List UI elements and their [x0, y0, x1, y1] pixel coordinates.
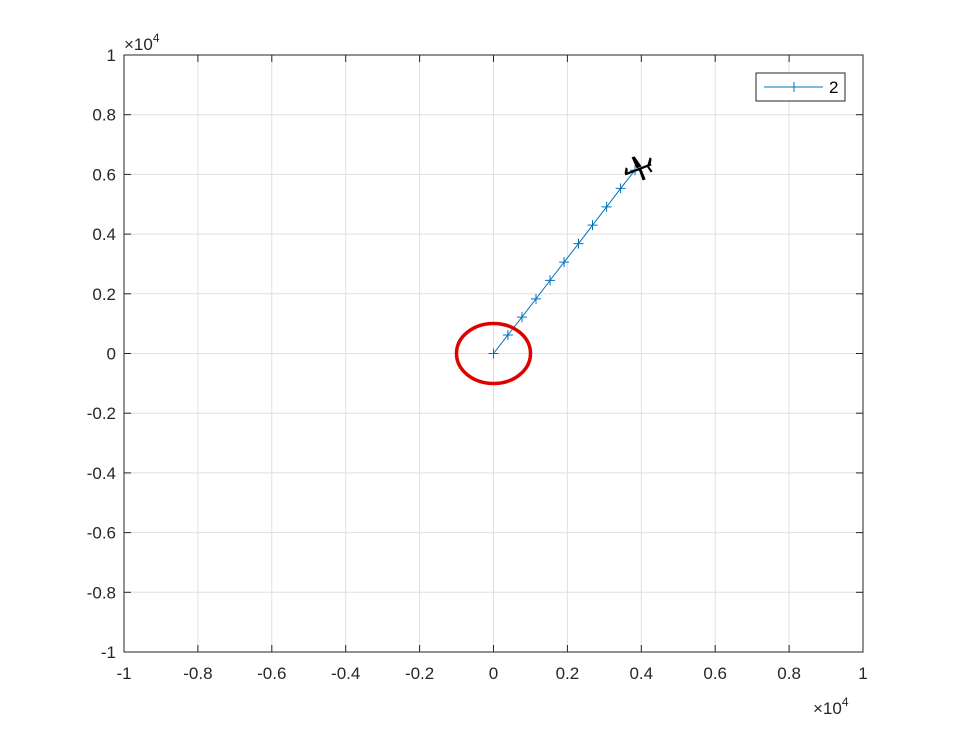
y-tick-label: 1: [107, 46, 116, 65]
y-tick-label: 0.2: [92, 285, 116, 304]
x-tick-labels: -1 -0.8 -0.6 -0.4 -0.2 0 0.2 0.4 0.6 0.8 1: [116, 664, 867, 683]
x-tick-label: 0.2: [556, 664, 580, 683]
y-tick-label: -0.6: [87, 524, 116, 543]
y-tick-labels: -1 -0.8 -0.6 -0.4 -0.2 0 0.2 0.4 0.6 0.8 1: [87, 46, 116, 662]
x-tick-label: -0.4: [331, 664, 360, 683]
data-point-marker: [545, 275, 556, 286]
tick-marks: [123, 54, 864, 653]
x-tick-label: -0.8: [183, 664, 212, 683]
x-tick-label: -0.6: [257, 664, 286, 683]
y-tick-label: -1: [101, 643, 116, 662]
y-tick-label: 0: [107, 345, 116, 364]
x-tick-label: 1: [858, 664, 867, 683]
data-point-marker: [488, 348, 499, 359]
data-point-marker: [559, 257, 570, 268]
data-point-marker: [601, 201, 612, 212]
legend-marker: [789, 82, 799, 92]
x-tick-label: 0: [489, 664, 498, 683]
series-group: [488, 165, 641, 359]
data-point-marker: [587, 220, 598, 231]
data-point-marker: [530, 293, 541, 304]
y-tick-label: 0.8: [92, 106, 116, 125]
data-point-marker: [573, 238, 584, 249]
x-exponent-label: ×104: [813, 695, 849, 718]
y-tick-label: 0.6: [92, 165, 116, 184]
x-tick-label: 0.8: [777, 664, 801, 683]
y-tick-label: 0.4: [92, 225, 116, 244]
y-tick-label: -0.8: [87, 583, 116, 602]
x-tick-label: 0.4: [629, 664, 653, 683]
data-point-marker: [615, 183, 626, 194]
legend: 2: [755, 72, 846, 102]
x-tick-label: -1: [116, 664, 131, 683]
y-tick-label: -0.2: [87, 404, 116, 423]
red-circle-highlight: [454, 321, 533, 386]
legend-label: 2: [829, 78, 838, 97]
data-point-marker: [516, 312, 527, 323]
y-tick-label: -0.4: [87, 464, 116, 483]
x-tick-label: -0.2: [405, 664, 434, 683]
data-point-marker: [502, 329, 513, 340]
y-exponent-label: ×104: [124, 31, 160, 54]
airplane-icon: [624, 156, 653, 181]
x-tick-label: 0.6: [703, 664, 727, 683]
